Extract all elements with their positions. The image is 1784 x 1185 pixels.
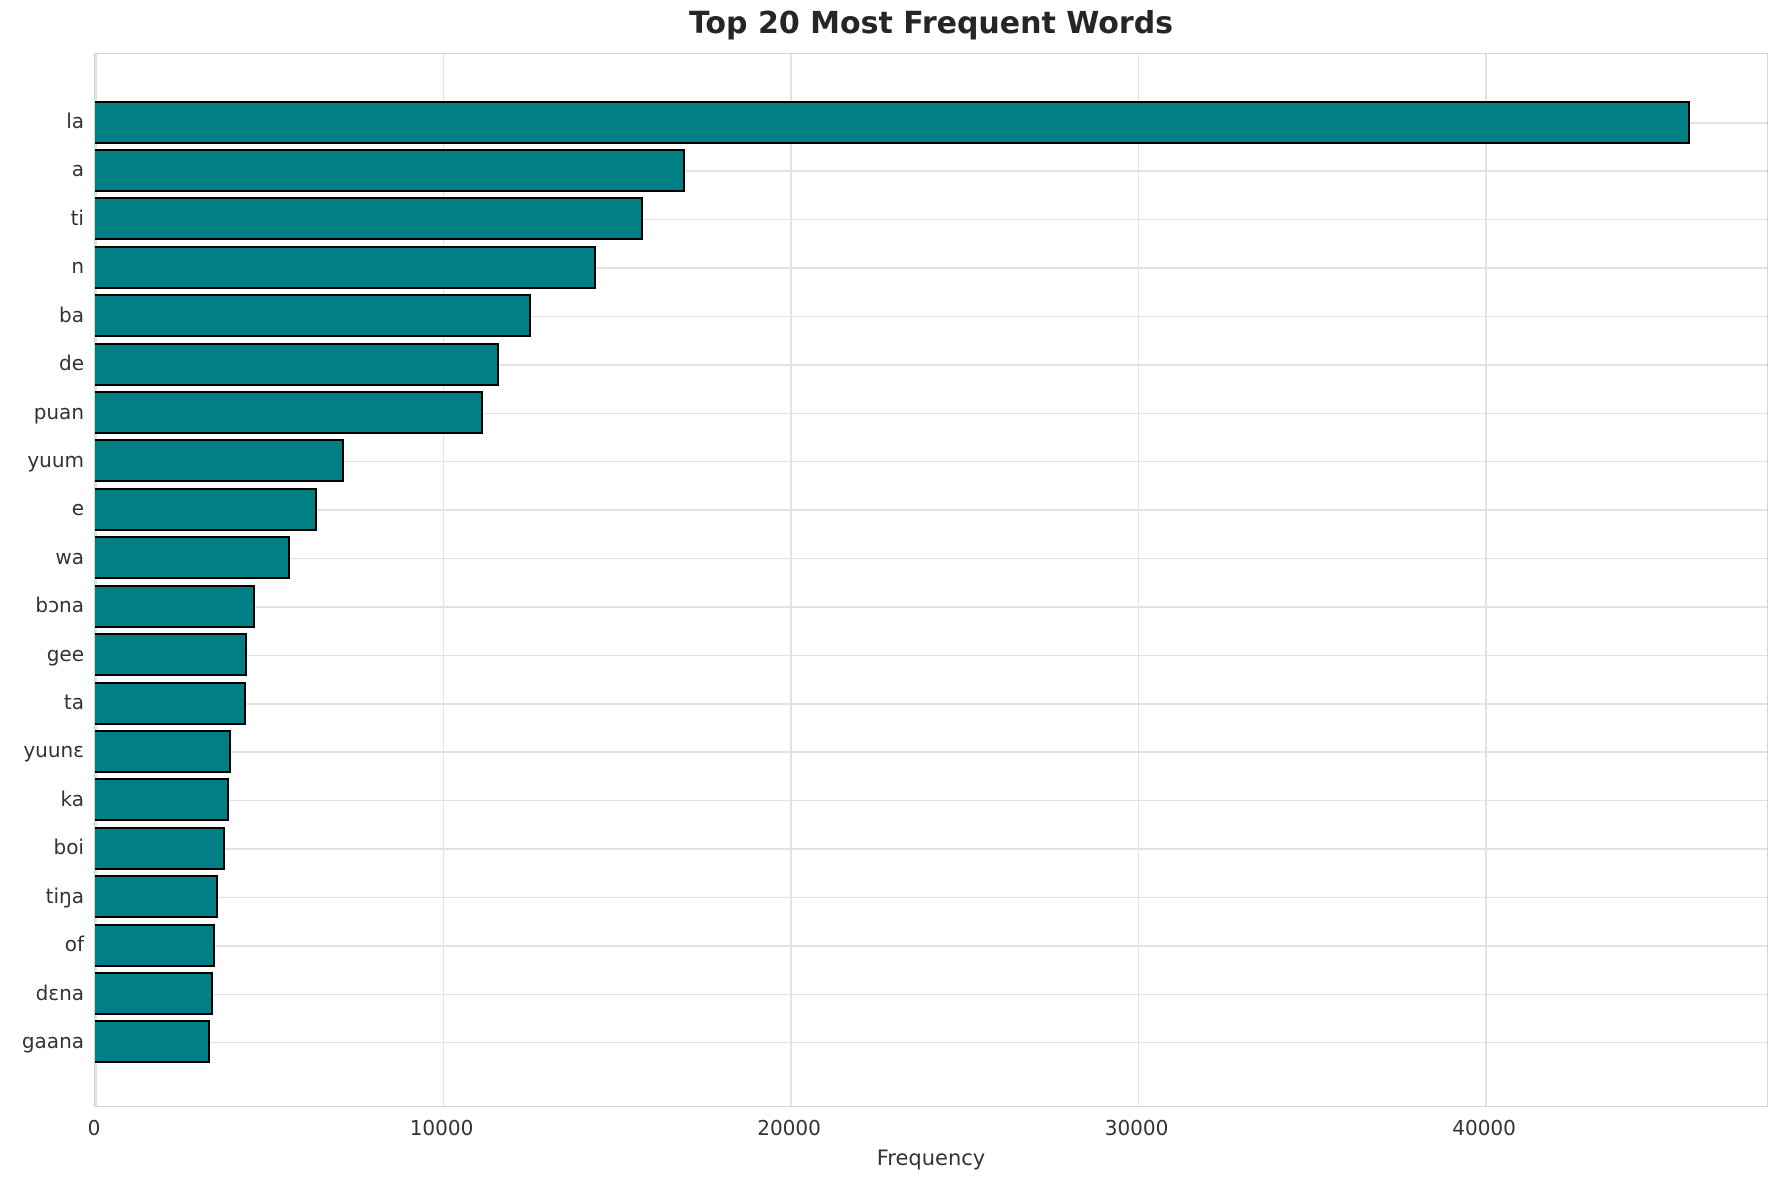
x-axis-label: Frequency [876, 1146, 986, 1170]
ytick-label-boi: boi [53, 835, 85, 860]
ytick-label-n: n [71, 254, 84, 279]
bar-boi [95, 826, 225, 870]
bar-puan [95, 391, 484, 435]
xtick-label-10000: 10000 [409, 1116, 474, 1140]
bar-n [95, 245, 597, 289]
bar-yuunɛ [95, 729, 231, 773]
y-gridline [95, 460, 1767, 463]
ytick-label-a: a [71, 157, 84, 182]
ytick-label-of: of [64, 932, 84, 957]
xtick-label-20000: 20000 [757, 1116, 821, 1140]
x-gridline-0 [95, 54, 97, 1106]
bar-ka [95, 778, 230, 822]
ytick-label-wa: wa [55, 544, 84, 569]
bar-la [95, 100, 1691, 144]
bar-e [95, 487, 318, 531]
y-gridline [95, 557, 1767, 560]
ytick-label-tiŋa: tiŋa [45, 883, 84, 908]
y-gridline [95, 606, 1767, 608]
xtick-label-40000: 40000 [1452, 1116, 1516, 1140]
ytick-label-puan: puan [33, 399, 84, 424]
ytick-label-ta: ta [63, 690, 84, 715]
ytick-label-dɛna: dɛna [35, 980, 84, 1005]
y-gridline [95, 848, 1767, 850]
y-gridline [95, 799, 1767, 802]
ytick-label-yuum: yuum [27, 447, 84, 472]
bar-a [95, 148, 686, 192]
y-gridline [95, 896, 1767, 899]
y-gridline [95, 412, 1767, 415]
y-gridline [95, 267, 1767, 269]
y-gridline [95, 170, 1767, 172]
x-gridline-40000 [1485, 54, 1487, 1106]
plot-area [94, 53, 1768, 1107]
xtick-label-30000: 30000 [1104, 1116, 1169, 1140]
y-gridline [95, 751, 1767, 753]
ytick-label-e: e [71, 496, 84, 521]
bar-bɔna [95, 584, 255, 628]
bar-gee [95, 633, 247, 677]
x-gridline-30000 [1137, 54, 1140, 1106]
y-gridline [95, 364, 1767, 366]
ytick-label-la: la [66, 109, 84, 133]
xtick-label-0: 0 [87, 1116, 101, 1140]
y-gridline [95, 993, 1767, 996]
y-gridline [95, 1041, 1767, 1044]
chart-title: Top 20 Most Frequent Words [688, 6, 1174, 41]
bar-yuum [95, 439, 344, 483]
bar-of [95, 923, 215, 967]
x-gridline-10000 [442, 54, 445, 1106]
ytick-label-ti: ti [70, 205, 84, 230]
ytick-label-gee: gee [46, 641, 84, 666]
bar-wa [95, 536, 290, 580]
bar-tiŋa [95, 875, 219, 919]
ytick-label-gaana: gaana [21, 1028, 84, 1053]
ytick-label-ba: ba [59, 302, 84, 327]
y-gridline [95, 703, 1767, 705]
ytick-label-yuunɛ: yuunɛ [23, 738, 84, 763]
x-gridline-20000 [790, 54, 792, 1106]
bar-de [95, 342, 499, 386]
bar-ti [95, 197, 644, 241]
bar-ba [95, 294, 532, 338]
y-gridline [95, 509, 1767, 511]
ytick-label-bɔna: bɔna [35, 593, 84, 618]
y-gridline [95, 945, 1767, 947]
bar-gaana [95, 1020, 211, 1064]
bar-dɛna [95, 972, 214, 1016]
ytick-label-ka: ka [60, 786, 85, 811]
y-gridline [95, 218, 1767, 221]
y-gridline [95, 654, 1767, 657]
ytick-label-de: de [59, 351, 84, 376]
bar-ta [95, 681, 246, 725]
y-gridline [95, 315, 1767, 318]
